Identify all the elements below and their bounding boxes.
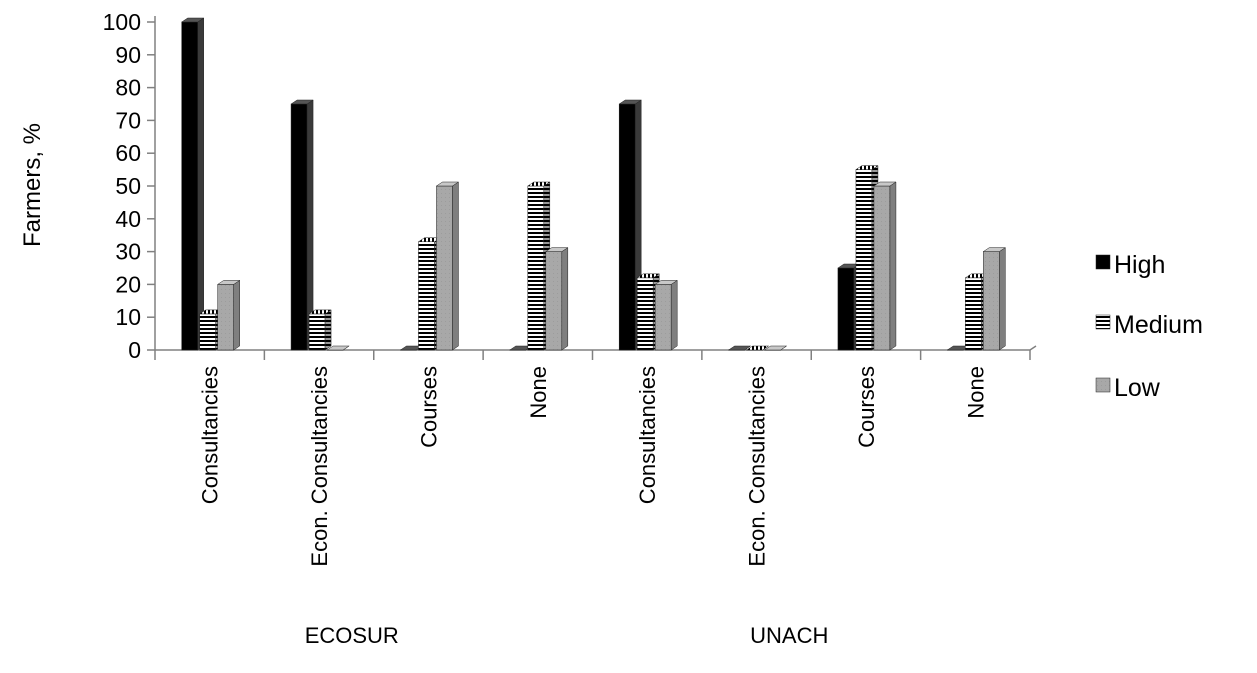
x-category-label: Econ. Consultancies bbox=[307, 366, 332, 567]
group-label: UNACH bbox=[750, 623, 828, 648]
y-tick-label: 70 bbox=[115, 107, 141, 133]
labels-layer: 0 10 20 30 40 50 60 70 80 90 100 Consultancies Econ.… bbox=[103, 9, 989, 648]
y-axis-label: Farmers, % bbox=[19, 123, 46, 247]
bar-low-1 bbox=[326, 345, 350, 351]
y-tick-label: 10 bbox=[115, 304, 141, 330]
bar-high-5 bbox=[727, 345, 752, 351]
y-tick-label: 50 bbox=[115, 173, 141, 199]
y-tick-label: 0 bbox=[128, 337, 141, 363]
bar-medium-5 bbox=[745, 345, 770, 351]
bar-low-5 bbox=[763, 345, 788, 351]
bar-medium-1 bbox=[308, 309, 332, 351]
legend-swatch bbox=[1095, 314, 1111, 330]
y-tick-label: 30 bbox=[115, 239, 141, 265]
y-tick-label: 90 bbox=[115, 42, 141, 68]
x-category-label: None bbox=[526, 366, 551, 419]
legend-item-medium: Medium bbox=[1095, 311, 1203, 339]
bar-high-4 bbox=[618, 99, 643, 351]
legend-label: High bbox=[1114, 251, 1165, 279]
x-category-label: Courses bbox=[416, 366, 441, 448]
legend-label: Low bbox=[1114, 374, 1161, 402]
x-category-label: Courses bbox=[854, 366, 879, 448]
y-tick-label: 60 bbox=[115, 140, 141, 166]
bar-low-4 bbox=[654, 279, 679, 351]
bar-low-3 bbox=[544, 247, 569, 351]
x-category-label: Consultancies bbox=[635, 366, 660, 504]
legend-item-low: Low bbox=[1095, 374, 1161, 402]
bar-low-0 bbox=[216, 279, 241, 351]
legend-swatch bbox=[1095, 254, 1111, 270]
x-category-label: Econ. Consultancies bbox=[745, 366, 770, 567]
axis-layer bbox=[147, 16, 1037, 360]
bar-low-7 bbox=[982, 247, 1007, 351]
x-category-label: Consultancies bbox=[198, 366, 223, 504]
y-tick-label: 80 bbox=[115, 75, 141, 101]
y-tick-label: 20 bbox=[115, 271, 141, 297]
bar-high-0 bbox=[180, 17, 205, 351]
bar-low-2 bbox=[435, 181, 460, 351]
bar-low-6 bbox=[873, 181, 897, 351]
legend-swatch bbox=[1095, 377, 1111, 393]
legend-label: Medium bbox=[1114, 311, 1203, 339]
bar-high-1 bbox=[290, 99, 314, 351]
group-label: ECOSUR bbox=[305, 623, 399, 648]
x-category-label: None bbox=[963, 366, 988, 419]
y-tick-label: 40 bbox=[115, 206, 141, 232]
bars-layer bbox=[180, 17, 1007, 351]
y-tick-label: 100 bbox=[103, 9, 141, 35]
legend: High Medium Low bbox=[1095, 251, 1203, 402]
legend-item-high: High bbox=[1095, 251, 1165, 279]
x-axis-line bbox=[155, 345, 1037, 351]
